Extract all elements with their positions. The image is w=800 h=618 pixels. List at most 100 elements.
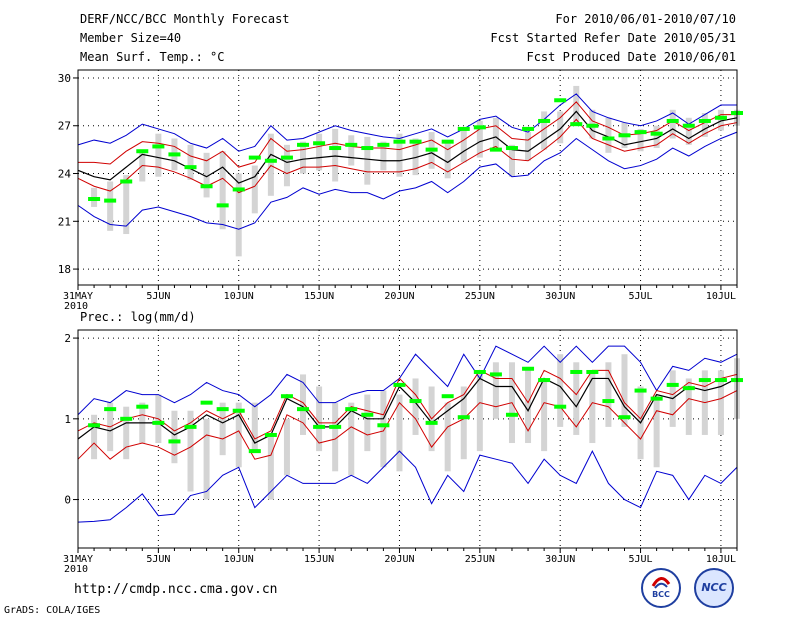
temp-median-marker bbox=[538, 118, 551, 123]
prec-plot-frame bbox=[77, 329, 738, 549]
prec-spread-box bbox=[589, 370, 596, 444]
temp-spread-box bbox=[123, 175, 130, 235]
temp-median-marker bbox=[634, 130, 647, 135]
temp-spread-box bbox=[605, 117, 612, 153]
forecast-period-label: For 2010/06/01-2010/07/10 bbox=[555, 12, 736, 26]
prec-spread-box bbox=[525, 370, 532, 444]
footer-url-link[interactable]: http://cmdp.ncc.cma.gov.cn bbox=[74, 582, 278, 597]
temp-ytick-label: 18 bbox=[58, 263, 71, 276]
temp-median-marker bbox=[152, 144, 165, 149]
temp-median-marker bbox=[522, 126, 535, 131]
temp-median-marker bbox=[682, 123, 695, 128]
prec-spread-box bbox=[316, 386, 323, 452]
temp-ytick-label: 24 bbox=[58, 168, 72, 181]
variable-label: Mean Surf. Temp.: °C bbox=[80, 50, 225, 64]
temp-spread-box bbox=[444, 143, 451, 179]
temp-spread-box bbox=[653, 125, 660, 149]
prec-median-marker bbox=[248, 449, 261, 454]
prec-median-marker bbox=[377, 423, 390, 428]
prec-ytick-label: 0 bbox=[64, 494, 71, 507]
prec-spread-box bbox=[348, 402, 355, 476]
fcst-started-label: Fcst Started Refer Date 2010/05/31 bbox=[490, 31, 736, 45]
temp-xtick-label: 31MAY bbox=[63, 291, 93, 302]
temp-xtick-label: 30JUN bbox=[545, 291, 575, 302]
prec-ytick-label: 2 bbox=[64, 332, 71, 345]
temp-median-marker bbox=[618, 133, 631, 138]
temp-xtick-label: 5JUN bbox=[146, 291, 170, 302]
temp-spread-box bbox=[492, 117, 499, 152]
temp-median-marker bbox=[650, 131, 663, 136]
temp-spread-box bbox=[348, 135, 355, 166]
temp-plot-frame bbox=[77, 69, 738, 286]
prec-spread-box bbox=[444, 402, 451, 472]
temp-median-marker bbox=[232, 187, 245, 192]
temp-median-marker bbox=[393, 139, 406, 144]
temp-median-marker bbox=[216, 203, 229, 208]
prec-median-marker bbox=[297, 407, 310, 412]
temp-spread-box bbox=[155, 133, 162, 177]
temp-spread-box bbox=[541, 111, 548, 150]
chart-title: DERF/NCC/BCC Monthly Forecast bbox=[80, 12, 290, 26]
prec-median-marker bbox=[184, 424, 197, 429]
temp-spread-box bbox=[701, 113, 708, 137]
prec-xtick-label: 30JUN bbox=[545, 554, 575, 565]
temp-spread-box bbox=[267, 133, 274, 196]
prec-median-marker bbox=[457, 415, 470, 420]
temp-spread-box bbox=[685, 117, 692, 145]
temp-xtick-label: 5JUL bbox=[629, 291, 653, 302]
prec-median-marker bbox=[329, 424, 342, 429]
prec-spread-box bbox=[251, 402, 258, 452]
temp-median-marker bbox=[698, 118, 711, 123]
temp-xtick-label: 10JUN bbox=[224, 291, 254, 302]
fcst-produced-label: Fcst Produced Date 2010/06/01 bbox=[526, 50, 736, 64]
temp-median-marker bbox=[425, 147, 438, 152]
prec-xtick-label: 5JUL bbox=[629, 554, 653, 565]
temp-ytick-label: 27 bbox=[58, 120, 71, 133]
temp-median-marker bbox=[280, 155, 293, 160]
temp-spread-box bbox=[412, 138, 419, 176]
temp-median-marker bbox=[441, 139, 454, 144]
prec-spread-box bbox=[573, 362, 580, 435]
prec-spread-box bbox=[621, 354, 628, 427]
temp-median-marker bbox=[248, 155, 261, 160]
prec-spread-box bbox=[203, 418, 210, 500]
temp-ytick-label: 21 bbox=[58, 215, 71, 228]
temp-max-line bbox=[77, 93, 737, 152]
prec-median-marker bbox=[522, 366, 535, 371]
bcc-logo-text: BCC bbox=[652, 590, 670, 599]
prec-median-marker bbox=[666, 382, 679, 387]
temp-spread-box bbox=[669, 109, 676, 139]
temp-spread-box bbox=[300, 141, 307, 174]
temp-spread-box bbox=[251, 165, 258, 214]
prec-spread-box bbox=[123, 406, 130, 460]
prec-median-marker bbox=[361, 412, 374, 417]
temp-median-marker bbox=[666, 118, 679, 123]
precip-title: Prec.: log(mm/d) bbox=[80, 310, 196, 324]
temp-spread-box bbox=[235, 173, 242, 257]
prec-xtick-label: 15JUN bbox=[304, 554, 334, 565]
prec-spread-box bbox=[717, 370, 724, 435]
temp-xtick-label: 15JUN bbox=[304, 291, 334, 302]
temp-spread-box bbox=[717, 109, 724, 131]
prec-median-marker bbox=[441, 394, 454, 399]
prec-median-marker bbox=[602, 399, 615, 404]
prec-year-label: 2010 bbox=[64, 564, 88, 575]
temp-median-marker bbox=[586, 123, 599, 128]
prec-median-marker bbox=[714, 378, 727, 383]
prec-median-marker bbox=[473, 369, 486, 374]
temp-median-marker bbox=[473, 125, 486, 130]
temp-median-marker bbox=[505, 146, 518, 151]
temp-spread-box bbox=[476, 120, 483, 158]
temp-median-marker bbox=[602, 136, 615, 141]
temp-spread-box bbox=[139, 151, 146, 182]
prec-spread-box bbox=[332, 402, 339, 472]
temp-spread-box bbox=[525, 132, 532, 161]
temp-xtick-label: 10JUL bbox=[706, 291, 736, 302]
temp-min-line bbox=[77, 131, 738, 230]
grads-credit: GrADS: COLA/IGES bbox=[4, 605, 101, 616]
temp-spread-box bbox=[380, 141, 387, 171]
prec-median-marker bbox=[152, 420, 165, 425]
prec-spread-box bbox=[187, 410, 194, 492]
prec-q-upper-line bbox=[77, 369, 738, 440]
prec-ytick-label: 1 bbox=[64, 413, 71, 426]
